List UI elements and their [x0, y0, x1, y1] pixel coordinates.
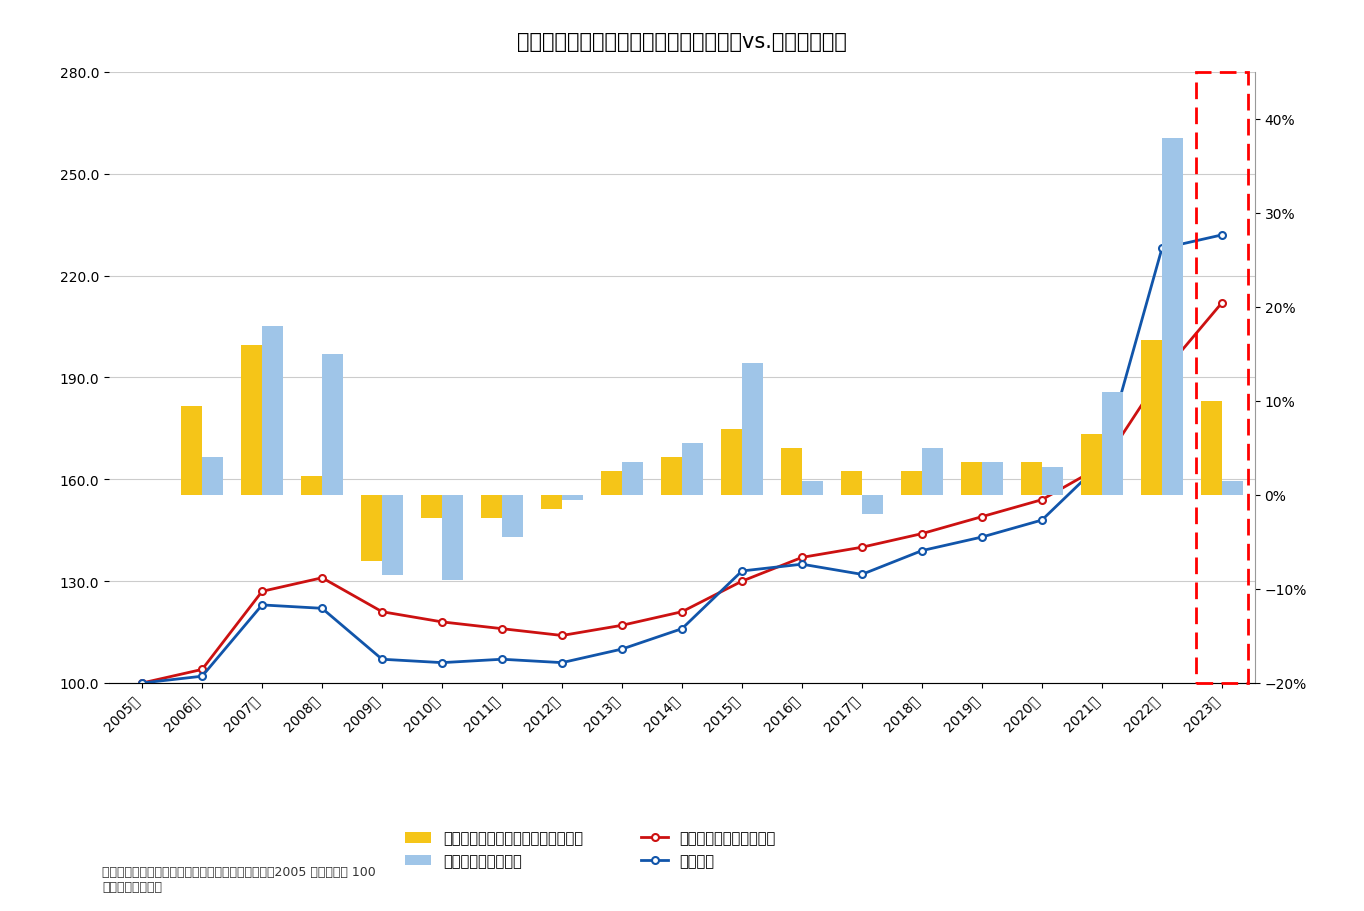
Bar	[722, 430, 742, 496]
新築マンション価格指数	[614, 620, 630, 631]
平均価格	[974, 532, 990, 543]
平均価格	[854, 569, 870, 580]
Bar	[262, 326, 284, 496]
Bar	[1222, 481, 1243, 496]
平均価格	[614, 644, 630, 655]
Text: （注）「平均価格」は不動産経済研究所のデータ。2005 年の価格を 100
（資料）筆者作成: （注）「平均価格」は不動産経済研究所のデータ。2005 年の価格を 100 （資…	[102, 865, 376, 893]
平均価格	[554, 658, 570, 669]
Bar	[241, 345, 262, 496]
平均価格	[914, 546, 930, 557]
平均価格	[674, 623, 690, 634]
Bar	[481, 496, 502, 519]
新築マンション価格指数	[554, 630, 570, 641]
新築マンション価格指数	[194, 664, 210, 675]
平均価格	[494, 654, 510, 665]
新築マンション価格指数	[1214, 298, 1230, 309]
新築マンション価格指数	[374, 607, 390, 618]
Bar	[682, 444, 702, 496]
Bar	[1162, 138, 1183, 496]
平均価格	[254, 599, 270, 610]
Line: 新築マンション価格指数: 新築マンション価格指数	[139, 300, 1225, 687]
Bar	[181, 406, 202, 496]
新築マンション価格指数	[254, 587, 270, 598]
新築マンション価格指数	[854, 542, 870, 553]
平均価格	[194, 671, 210, 682]
Bar	[802, 481, 822, 496]
Bar	[542, 496, 562, 509]
新築マンション価格指数	[674, 607, 690, 618]
Title: 図表－３　「新築マンション価格指数」vs.「平均価格」: 図表－３ 「新築マンション価格指数」vs.「平均価格」	[517, 32, 847, 52]
Bar	[1080, 435, 1102, 496]
Legend: 新築マンション価格指数（前期比）, 平均価格（前年比）, 新築マンション価格指数, 平均価格: 新築マンション価格指数（前期比）, 平均価格（前年比）, 新築マンション価格指数…	[400, 824, 782, 874]
平均価格	[134, 678, 150, 689]
Bar	[382, 496, 402, 575]
Bar	[1042, 467, 1063, 496]
Bar	[842, 472, 862, 496]
新築マンション価格指数	[1154, 369, 1170, 380]
Bar	[322, 354, 344, 496]
Bar	[962, 463, 982, 496]
Bar	[1140, 341, 1162, 496]
新築マンション価格指数	[914, 528, 930, 539]
新築マンション価格指数	[1034, 495, 1050, 506]
Line: 平均価格: 平均価格	[139, 232, 1225, 687]
新築マンション価格指数	[974, 512, 990, 523]
Bar	[982, 463, 1003, 496]
Bar	[902, 472, 922, 496]
新築マンション価格指数	[734, 576, 750, 587]
新築マンション価格指数	[1094, 461, 1110, 472]
Bar	[361, 496, 382, 561]
Bar	[202, 458, 224, 496]
Bar	[442, 496, 462, 580]
Bar	[782, 448, 802, 496]
新築マンション価格指数	[434, 617, 450, 628]
新築マンション価格指数	[134, 678, 150, 689]
Bar	[742, 364, 762, 496]
平均価格	[1034, 515, 1050, 526]
Bar	[1020, 463, 1042, 496]
平均価格	[1094, 457, 1110, 468]
Bar	[622, 463, 642, 496]
Bar	[301, 476, 322, 496]
新築マンション価格指数	[794, 552, 810, 563]
Bar	[421, 496, 442, 519]
平均価格	[374, 654, 390, 665]
Bar	[502, 496, 522, 537]
Bar	[1200, 402, 1222, 496]
Bar	[662, 458, 682, 496]
Bar	[1102, 392, 1123, 496]
平均価格	[314, 603, 330, 614]
Bar	[862, 496, 883, 514]
平均価格	[434, 658, 450, 669]
平均価格	[794, 559, 810, 570]
Bar	[562, 496, 582, 500]
平均価格	[734, 566, 750, 577]
Bar	[602, 472, 622, 496]
平均価格	[1154, 244, 1170, 255]
新築マンション価格指数	[314, 573, 330, 584]
新築マンション価格指数	[494, 623, 510, 634]
平均価格	[1214, 230, 1230, 241]
Bar	[922, 448, 943, 496]
